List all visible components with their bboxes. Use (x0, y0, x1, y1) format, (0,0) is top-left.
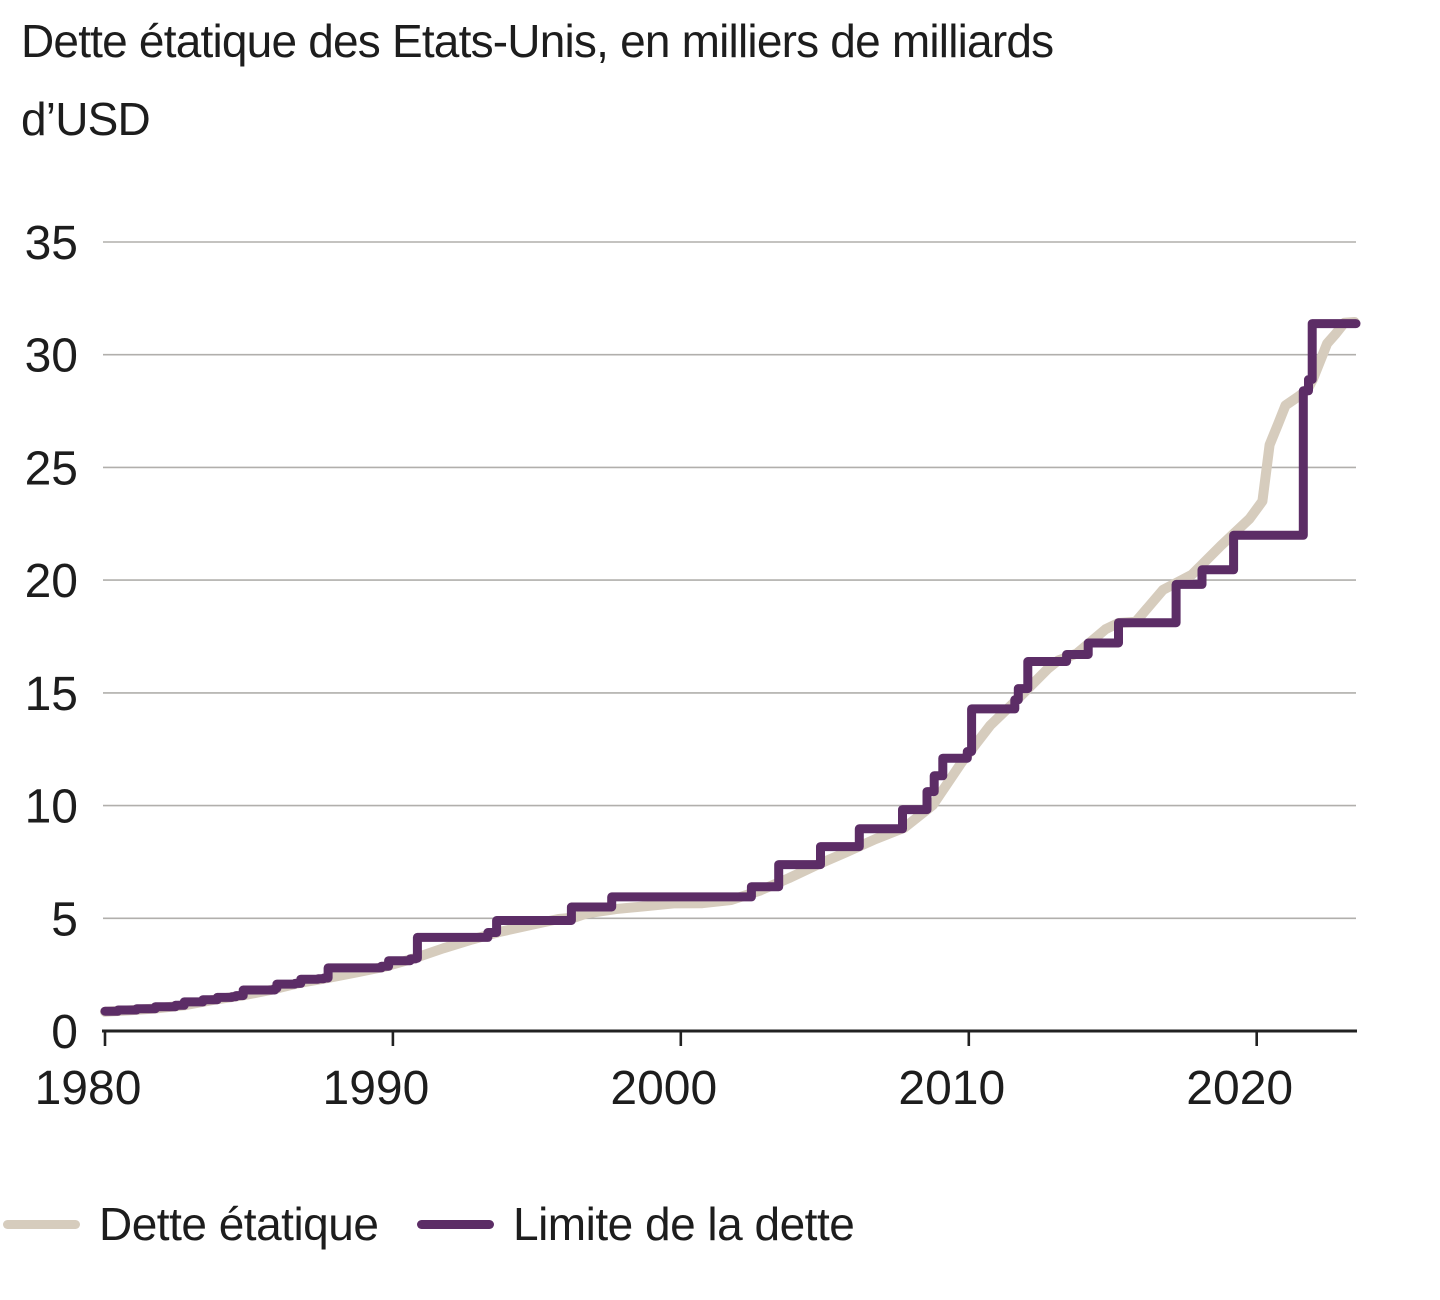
x-tick-label-1980: 1980 (35, 1062, 142, 1115)
debt-chart-canvas: 0 5 10 15 20 25 30 35 1980 1990 2000 2010 2020 (25, 217, 1361, 1115)
y-tick-label-0: 0 (51, 1006, 78, 1059)
legend-item-limite-dette: Limite de la dette (417, 1196, 855, 1252)
x-tick-label-2000: 2000 (610, 1062, 717, 1115)
legend-item-dette-etatique: Dette étatique (3, 1196, 379, 1252)
y-tick-label-35: 35 (25, 217, 78, 270)
x-tick-label-2010: 2010 (898, 1062, 1005, 1115)
y-tick-label-5: 5 (51, 893, 78, 946)
limite-dette-line-swatch (417, 1219, 494, 1229)
series-limite-de-la-dette-line (100, 319, 1361, 1016)
chart-legend: Dette étatique Limite de la dette (0, 1196, 1440, 1256)
y-tick-label-30: 30 (25, 330, 78, 383)
chart-title-line1: Dette étatique des Etats-Unis, en millie… (21, 15, 1054, 67)
y-tick-label-15: 15 (25, 668, 78, 721)
x-tick-label-1990: 1990 (323, 1062, 430, 1115)
x-tick-label-2020: 2020 (1186, 1062, 1293, 1115)
y-tick-label-20: 20 (25, 555, 78, 608)
legend-label-dette-etatique: Dette étatique (99, 1198, 379, 1250)
series-dette-tatique-line (100, 317, 1360, 1017)
legend-label-limite-dette: Limite de la dette (513, 1198, 855, 1250)
dette-etatique-line-swatch (3, 1219, 80, 1229)
y-tick-label-25: 25 (25, 442, 78, 495)
chart-title: Dette étatique des Etats-Unis, en millie… (21, 2, 1311, 158)
y-tick-label-10: 10 (25, 781, 78, 834)
chart-title-line2: d’USD (21, 93, 151, 146)
